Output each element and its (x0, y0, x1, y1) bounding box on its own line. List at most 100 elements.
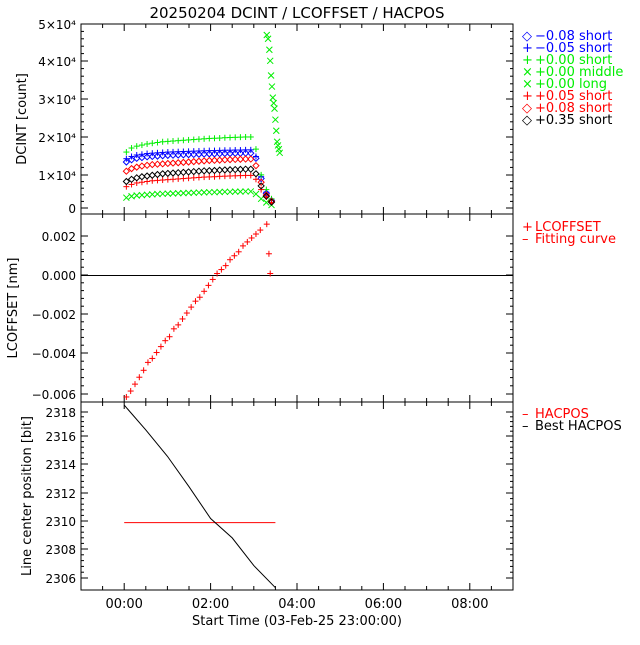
dcint-point (226, 166, 234, 174)
dcint-point (200, 157, 208, 165)
dcint-legend-entry: +0.35 short (535, 113, 612, 128)
dcint-point (206, 135, 213, 142)
dcint-long-point (268, 83, 276, 90)
dcint-point (257, 195, 265, 203)
dcint-point (148, 160, 156, 169)
dcint-point (216, 188, 224, 196)
dcint-point (257, 174, 265, 183)
dcint-legend-marker: × (522, 77, 533, 92)
dcint-point (184, 168, 193, 176)
dcint-long-point-b (275, 145, 283, 153)
lcoffset-point (136, 374, 143, 381)
dcint-point (185, 136, 192, 143)
lcoffset-point (162, 337, 169, 344)
dcint-point-b (138, 191, 146, 199)
dcint-point (164, 190, 172, 198)
dcint-point-b (205, 188, 213, 196)
dcint-point (201, 147, 208, 154)
dcint-long-point (276, 149, 284, 157)
lcoffset-point (263, 221, 270, 228)
dcint-point (210, 156, 219, 165)
dcint-point (164, 151, 172, 160)
dcint-point (154, 190, 161, 198)
dcint-point (190, 189, 198, 197)
dcint-point (180, 189, 187, 197)
dcint-point-b (148, 191, 156, 198)
dcint-y-tick-label: 1×10⁴ (38, 169, 76, 183)
dcint-legend-entry: +0.00 long (535, 77, 607, 92)
dcint-point (169, 159, 177, 167)
dcint-point (242, 133, 249, 140)
dcint-point (227, 147, 234, 154)
lcoffset-point (267, 270, 274, 277)
dcint-legend-entry: +0.00 middle (535, 65, 623, 80)
dcint-point (138, 151, 145, 158)
dcint-point (200, 167, 208, 175)
x-tick-label: 00:00 (105, 597, 142, 612)
lcoffset-point (222, 262, 229, 269)
dcint-point (190, 167, 198, 176)
dcint-point (179, 151, 188, 159)
dcint-y-tick-label: 4×10⁴ (38, 55, 76, 69)
lcoffset-point (257, 227, 264, 234)
dcint-point (201, 135, 208, 142)
dcint-point-b (143, 191, 151, 199)
dcint-point (195, 157, 203, 165)
dcint-point (190, 148, 197, 155)
lcoffset-point (170, 325, 177, 332)
dcint-point (252, 154, 260, 163)
lcoffset-point (214, 270, 221, 277)
dcint-point (257, 178, 265, 186)
dcint-point (205, 166, 214, 175)
dcint-point-b (159, 190, 167, 198)
dcint-point (195, 189, 203, 196)
dcint-point (169, 190, 177, 197)
dcint-point (201, 174, 208, 181)
hacpos-y-tick-label: 2316 (45, 430, 76, 444)
dcint-long-point-b (274, 142, 282, 149)
dcint-point-b (216, 188, 224, 196)
dcint-point-b (164, 190, 172, 198)
dcint-point (138, 162, 146, 170)
dcint-point (179, 158, 188, 167)
hacpos-y-tick-label: 2318 (45, 406, 76, 420)
dcint-point (232, 134, 239, 141)
dcint-point (158, 170, 167, 178)
lcoffset-point (132, 381, 138, 388)
dcint-point (216, 147, 223, 154)
dcint-point (216, 135, 223, 142)
lcoffset-y-tick-label: 0.002 (42, 230, 76, 244)
dcint-point (128, 145, 135, 152)
hacpos-legend-entry: HACPOS (535, 407, 589, 422)
dcint-point (185, 148, 192, 155)
dcint-legend-marker: + (522, 53, 533, 68)
dcint-point (122, 167, 131, 175)
dcint-point (170, 176, 177, 183)
best-hacpos-line (123, 404, 276, 589)
dcint-point (175, 148, 182, 155)
lcoffset-point (265, 250, 272, 257)
dcint-point (236, 155, 245, 163)
dcint-long-point-b (266, 57, 274, 65)
x-tick-label: 02:00 (192, 597, 229, 612)
dcint-point (252, 146, 259, 153)
dcint-point (232, 147, 239, 154)
dcint-point-b (200, 189, 208, 196)
dcint-point (170, 148, 177, 155)
lcoffset-y-tick-label: −0.006 (32, 388, 76, 402)
dcint-legend-entry: +0.00 short (535, 53, 612, 68)
dcint-point (154, 139, 161, 146)
dcint-legend-entry: −0.08 short (535, 29, 612, 44)
dcint-point (262, 191, 271, 199)
dcint-point (133, 192, 141, 199)
lcoffset-point (157, 343, 164, 350)
dcint-point (231, 188, 239, 195)
dcint-y-tick-label: 2×10⁴ (38, 131, 76, 145)
dcint-point (164, 149, 171, 156)
dcint-y-tick-label: 5×10⁴ (38, 18, 76, 32)
dcint-point (185, 189, 192, 197)
dcint-point (252, 161, 260, 170)
dcint-point (133, 163, 141, 171)
dcint-point (174, 168, 182, 177)
dcint-point-b (195, 189, 203, 196)
